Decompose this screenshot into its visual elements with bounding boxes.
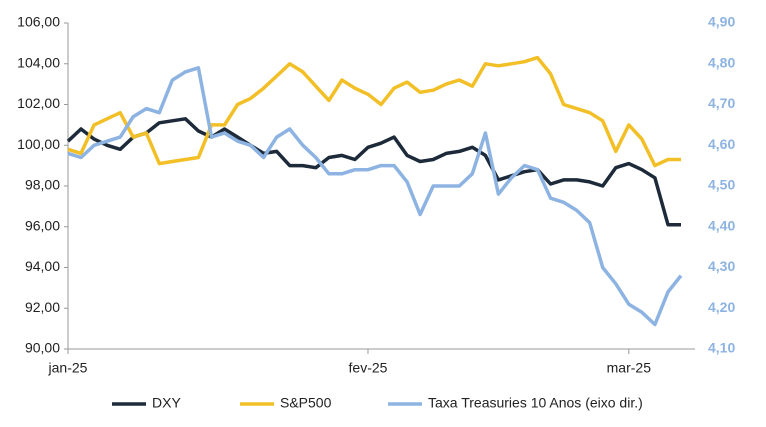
y2-tick-label: 4,90	[708, 14, 735, 30]
y-tick-label: 92,00	[25, 299, 60, 315]
y-tick-label: 96,00	[25, 217, 60, 233]
line-series	[67, 66, 683, 327]
y-tick-label: 90,00	[25, 340, 60, 356]
y2-tick-label: 4,30	[708, 258, 735, 274]
legend-label: Taxa Treasuries 10 Anos (eixo dir.)	[428, 395, 643, 411]
legend-label: S&P500	[280, 395, 332, 411]
x-tick-label: fev-25	[349, 360, 388, 376]
y2-tick-label: 4,70	[708, 95, 735, 111]
y2-tick-label: 4,80	[708, 54, 735, 70]
line-series	[66, 117, 681, 227]
y-tick-label: 100,00	[17, 136, 60, 152]
y-tick-label: 102,00	[17, 95, 60, 111]
y-tick-label: 106,00	[17, 14, 60, 30]
y-tick-label: 94,00	[25, 258, 60, 274]
y2-tick-label: 4,20	[708, 299, 735, 315]
y-tick-label: 104,00	[17, 54, 60, 70]
y-tick-label: 98,00	[25, 177, 60, 193]
y2-tick-label: 4,10	[708, 340, 735, 356]
x-tick-label: mar-25	[607, 360, 652, 376]
y2-tick-label: 4,60	[708, 136, 735, 152]
y2-tick-label: 4,40	[708, 217, 735, 233]
x-tick-label: jan-25	[48, 360, 88, 376]
line-series	[67, 55, 681, 168]
y2-tick-label: 4,50	[708, 177, 735, 193]
legend-label: DXY	[152, 395, 181, 411]
